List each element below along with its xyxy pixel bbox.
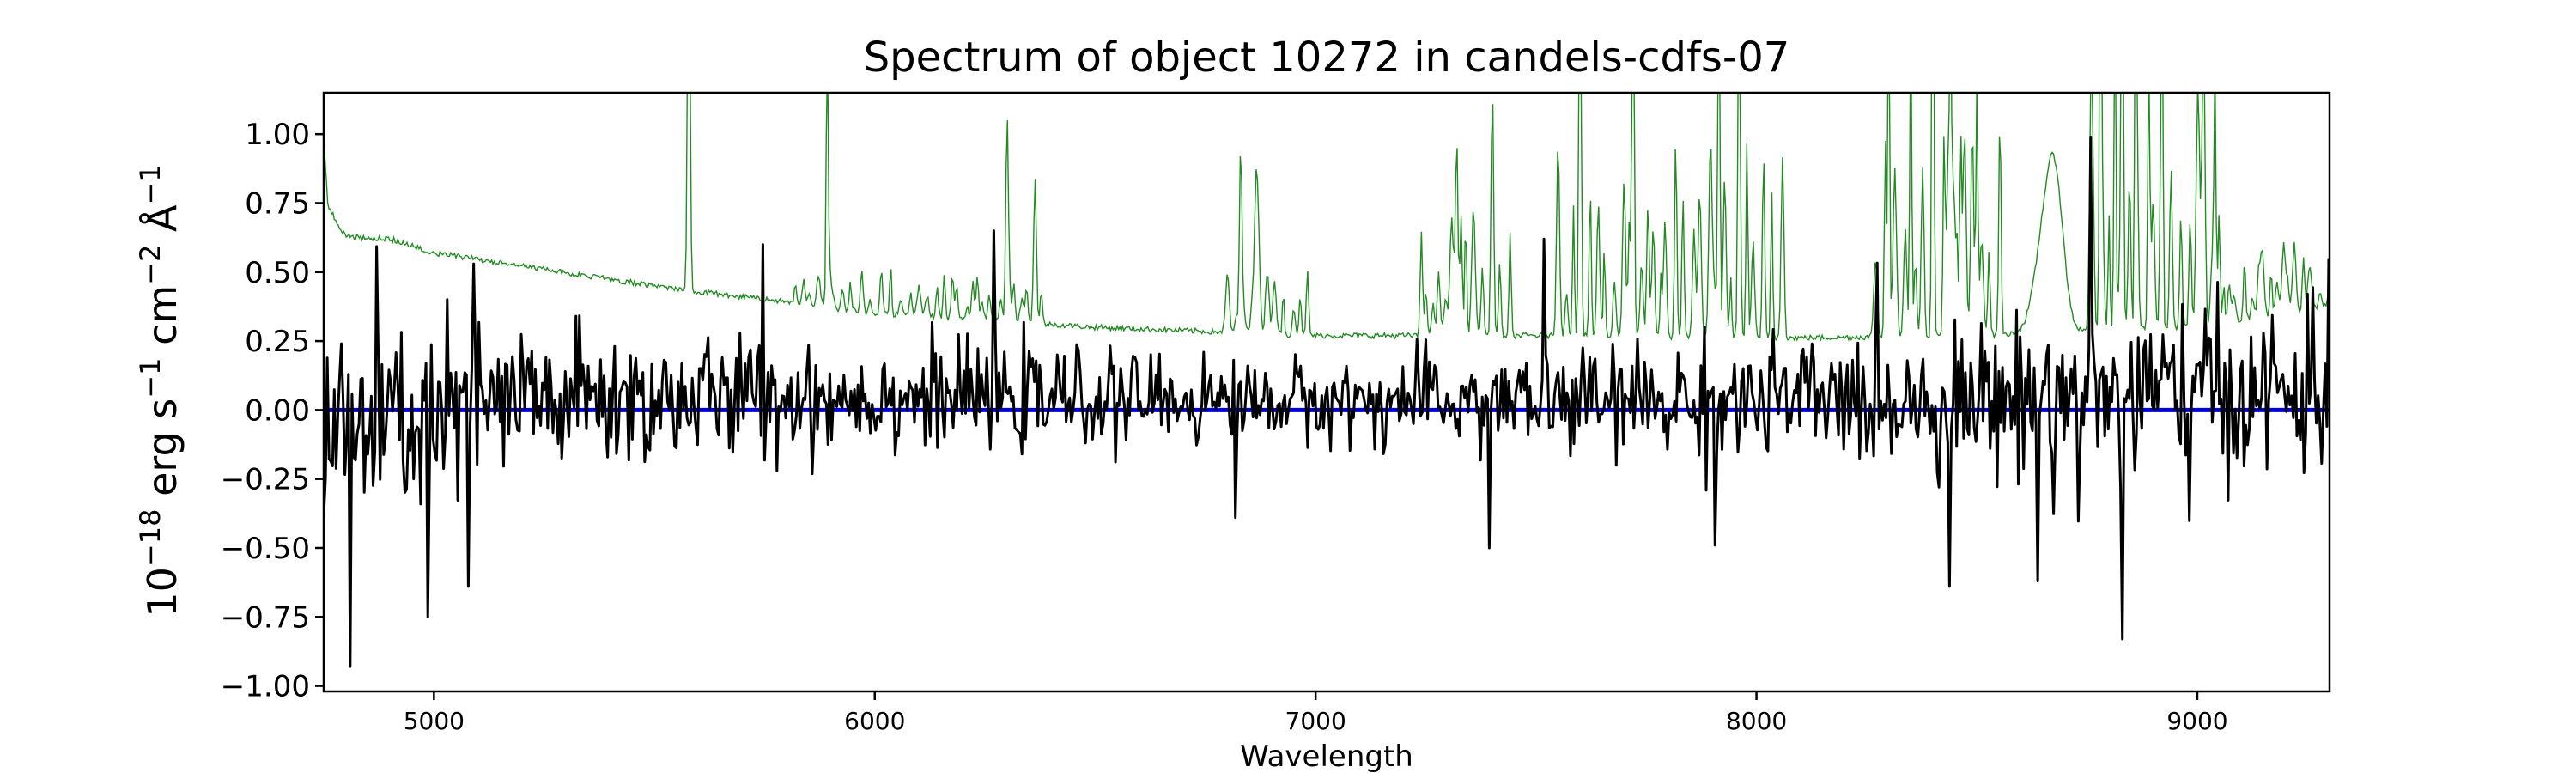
y-tick-label: 0.75	[245, 186, 310, 221]
plot-frame	[322, 91, 2331, 693]
chart-title: Spectrum of object 10272 in candels-cdfs…	[864, 33, 1790, 82]
y-tick-label: 0.00	[245, 393, 310, 428]
y-tick-label: 1.00	[245, 118, 310, 152]
x-tick-label: 6000	[844, 707, 905, 735]
y-tick-label: −1.00	[221, 670, 310, 704]
plot-area	[324, 93, 2330, 668]
y-tick-label: 0.50	[245, 256, 310, 290]
y-axis: 1.00 0.75 0.50 0.25 0.00 −0.25 −0.50 −0.75 −1.00	[221, 118, 324, 704]
x-tick-label: 5000	[404, 707, 465, 735]
x-tick-label: 8000	[1726, 707, 1787, 735]
y-tick-label: −0.50	[221, 532, 310, 566]
x-axis-label: Wavelength	[1240, 740, 1413, 773]
x-tick-label: 9000	[2166, 707, 2227, 735]
y-tick-label: 0.25	[245, 325, 310, 359]
x-axis: 5000 6000 7000 8000 9000	[404, 691, 2228, 735]
x-tick-label: 7000	[1285, 707, 1346, 735]
y-tick-label: −0.25	[221, 463, 310, 497]
error-spectrum-line	[324, 93, 2330, 342]
y-tick-label: −0.75	[221, 600, 310, 635]
flux-spectrum-line	[324, 135, 2330, 668]
y-axis-label: 10−18 erg s−1 cm−2 Å−1	[134, 164, 185, 617]
